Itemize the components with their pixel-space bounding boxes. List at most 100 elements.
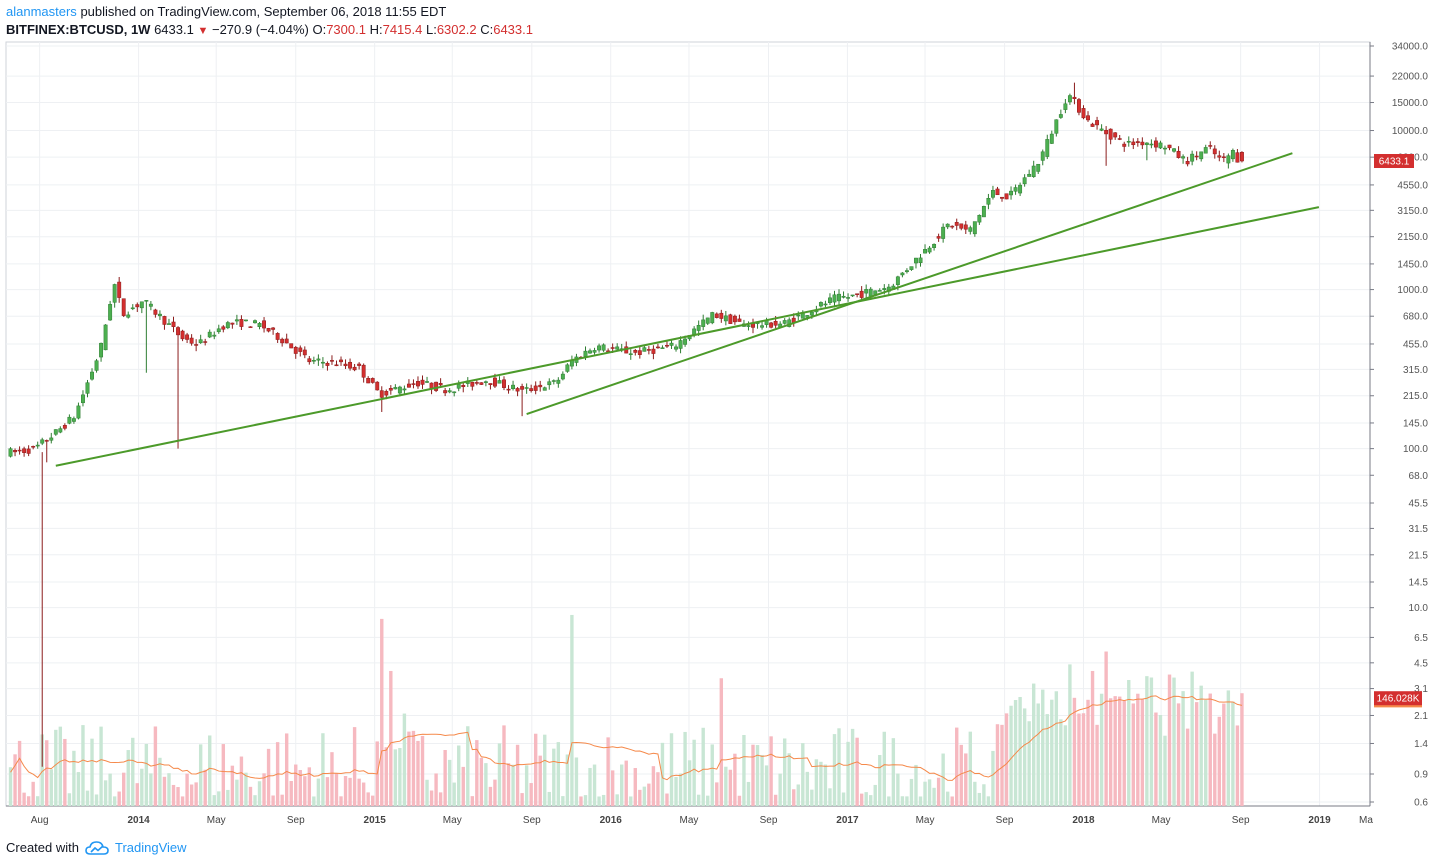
volume-bar [76,772,81,806]
candle-body [384,391,389,396]
volume-bar [1118,696,1122,806]
candle-body [62,425,67,429]
candle-body [216,328,221,333]
volume-bar [647,783,651,806]
volume-bar [1099,693,1104,806]
volume-bar [787,753,791,806]
candle-body [239,319,244,327]
volume-bar [1217,716,1222,806]
volume-bar [171,784,176,806]
volume-bar [855,737,859,806]
volume-bar [357,778,361,806]
price-tick-label: 21.5 [1409,550,1429,561]
down-arrow-icon: ▼ [197,25,209,37]
volume-bar [547,791,551,806]
candle-body [1135,141,1140,143]
candle-body [411,383,416,385]
candle-body [1004,193,1009,200]
volume-bar [1199,685,1203,806]
candle-body [230,322,235,325]
volume-bar [1190,671,1194,806]
candle-body [1036,163,1041,172]
candle-body [17,449,22,452]
candle-body [995,188,1000,196]
tradingview-link[interactable]: TradingView [114,840,187,855]
candle-body [1117,138,1122,140]
volume-bar [185,773,189,806]
candle-body [361,364,366,378]
volume-bar [280,794,284,806]
volume-bar [891,738,896,806]
candle-body [144,300,149,302]
price-tick-label: 455.0 [1403,339,1428,350]
candle-body [49,437,54,441]
candle-body [981,206,986,218]
publisher-link[interactable]: alanmasters [6,4,77,19]
volume-bar [1154,712,1158,806]
volume-bar [35,796,40,806]
low-value: 6302.2 [436,22,477,37]
volume-bar [610,770,615,806]
price-tick-label: 22000.0 [1392,72,1429,83]
volume-bar [244,772,248,806]
candle-body [225,322,230,329]
volume-bar [1068,664,1072,806]
published-text: published on TradingView.com, September … [80,4,447,19]
volume-bar [769,736,773,806]
time-tick-label: 2017 [836,815,859,826]
candle-body [320,361,325,364]
footer: Created with TradingView [6,840,187,855]
candle-body [352,366,357,371]
price-tick-label: 4550.0 [1397,180,1428,191]
volume-bar [696,794,701,806]
candle-body [443,390,448,394]
volume-bar [90,738,94,806]
volume-bar [312,796,316,806]
last-price: 6433.1 [154,22,194,37]
volume-bar [325,777,330,806]
candle-body [615,346,620,350]
candle-body [1058,114,1063,118]
candle-body [379,390,384,398]
candle-body [769,322,774,328]
candle-body [696,325,701,331]
candle-body [194,344,199,346]
candle-body [13,450,18,453]
volume-bar [828,788,832,806]
candle-body [302,349,307,356]
volume-bar [180,796,185,806]
candle-body [343,363,348,367]
volume-bar [991,750,995,806]
volume-bar [366,792,370,806]
volume-bar [479,757,484,806]
price-tick-label: 3150.0 [1397,206,1428,217]
volume-bar [801,743,805,806]
volume-bar [810,789,814,806]
candle-body [1090,123,1095,127]
candle-body [502,379,506,388]
volume-bar [298,770,302,806]
volume-bar [1036,703,1040,806]
volume-bar [321,733,325,806]
candle-body [637,350,642,355]
volume-bar [162,776,167,806]
price-tick-label: 34000.0 [1392,42,1429,53]
volume-bar [986,796,991,806]
volume-bar [1231,701,1235,806]
candle-body [22,448,27,453]
volume-bar [352,727,357,806]
volume-bar [316,778,321,806]
candle-body [397,386,402,394]
candle-body [868,288,873,297]
candle-body [1000,196,1004,199]
volume-bar [1204,699,1208,806]
volume-bar [131,737,135,806]
candle-body [832,294,837,303]
volume-bar [515,744,520,806]
price-tick-label: 315.0 [1403,365,1428,376]
candle-body [1095,120,1100,126]
volume-bar [651,766,656,806]
candle-body [31,446,36,448]
volume-bar [977,792,982,806]
